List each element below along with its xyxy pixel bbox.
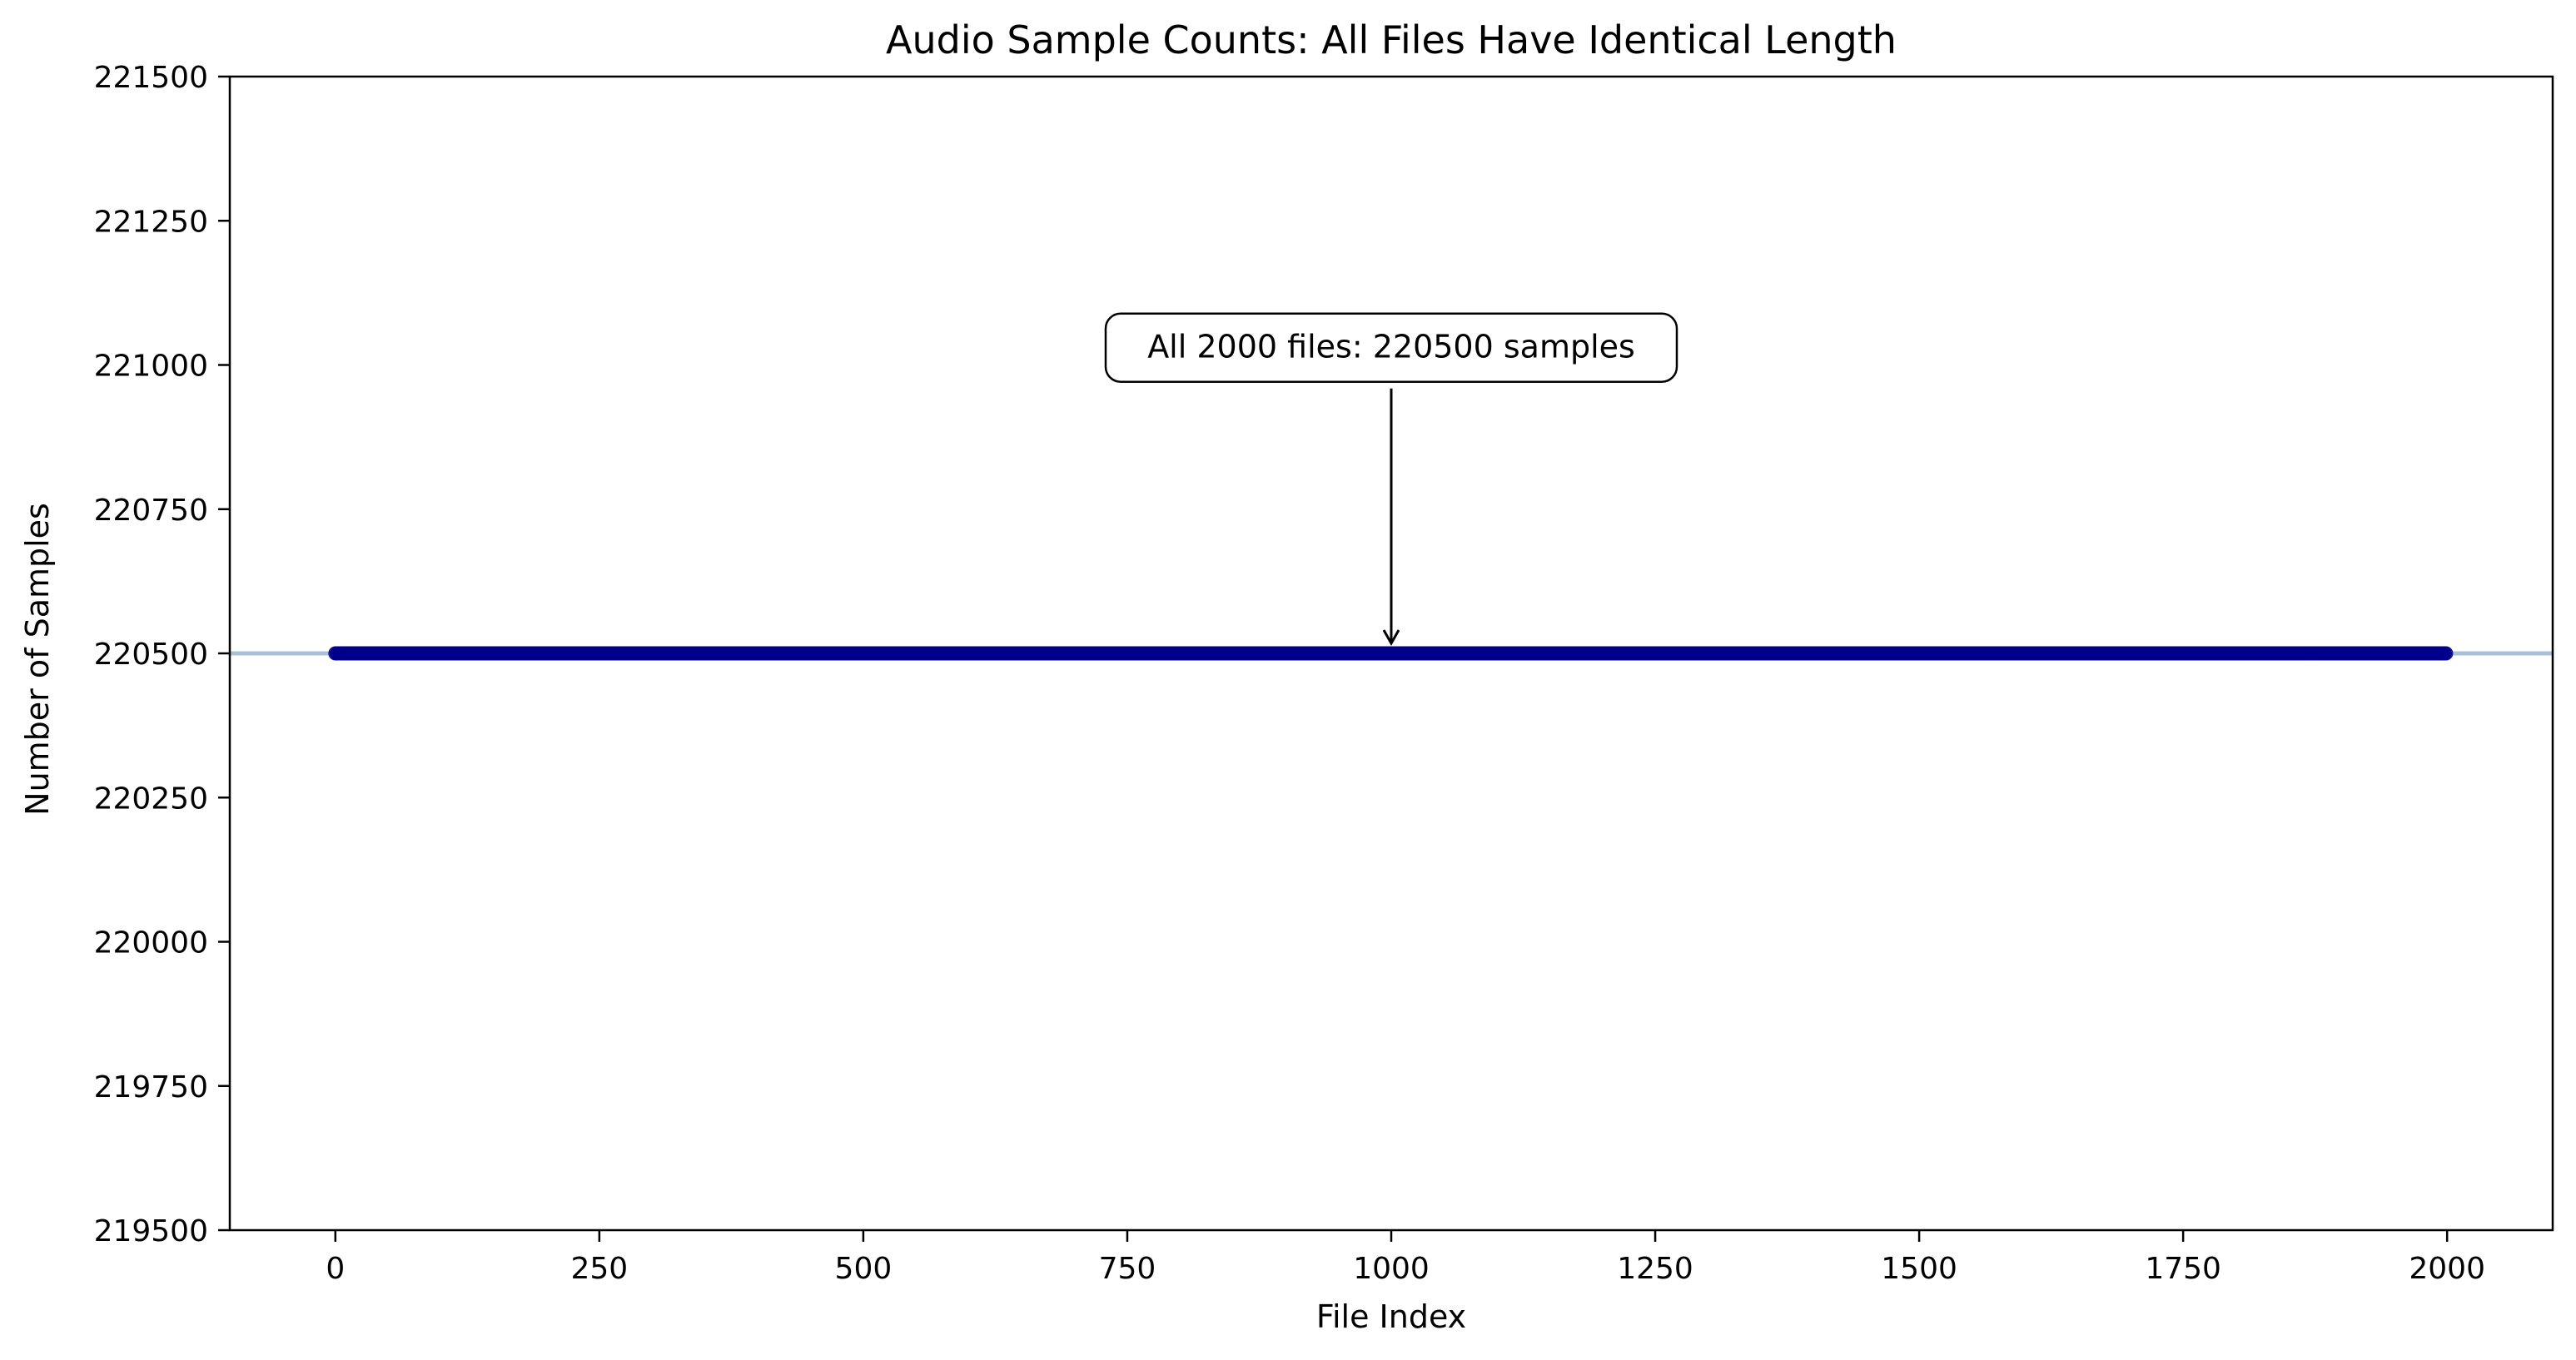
y-tick-label: 220500 [94, 638, 208, 672]
x-tick-label: 1750 [2145, 1252, 2221, 1286]
x-tick-label: 1250 [1617, 1252, 1693, 1286]
y-tick-label: 221500 [94, 61, 208, 95]
y-tick-label: 220000 [94, 926, 208, 960]
annotation-arrowhead [1382, 629, 1400, 647]
annotation-text: All 2000 files: 220500 samples [1147, 329, 1635, 365]
annotation-box [1104, 312, 1678, 383]
chart-title: Audio Sample Counts: All Files Have Iden… [886, 17, 1897, 62]
y-axis-label: Number of Samples [19, 503, 56, 816]
y-tick-label: 221250 [94, 205, 208, 239]
x-axis-ticks: 0 250 500 750 1000 1250 1500 1750 2000 [326, 1230, 2485, 1286]
annotation: All 2000 files: 220500 samples [1104, 312, 1678, 647]
x-tick-label: 750 [1099, 1252, 1156, 1286]
x-tick-label: 0 [326, 1252, 345, 1286]
x-tick-label: 1500 [1881, 1252, 1957, 1286]
y-tick-label: 220250 [94, 782, 208, 816]
x-tick-label: 1000 [1353, 1252, 1430, 1286]
data-series-layer [328, 646, 2454, 661]
x-axis-label: File Index [1316, 1298, 1466, 1335]
y-tick-label: 221000 [94, 350, 208, 384]
x-tick-label: 2000 [2409, 1252, 2485, 1286]
y-axis-ticks: 219500 219750 220000 220250 220500 220750 2210… [94, 61, 230, 1248]
y-tick-label: 219500 [94, 1214, 208, 1248]
x-tick-label: 500 [835, 1252, 893, 1286]
x-tick-label: 250 [571, 1252, 629, 1286]
y-tick-label: 220750 [94, 494, 208, 528]
data-point [2439, 646, 2454, 661]
y-tick-label: 219750 [94, 1070, 208, 1104]
